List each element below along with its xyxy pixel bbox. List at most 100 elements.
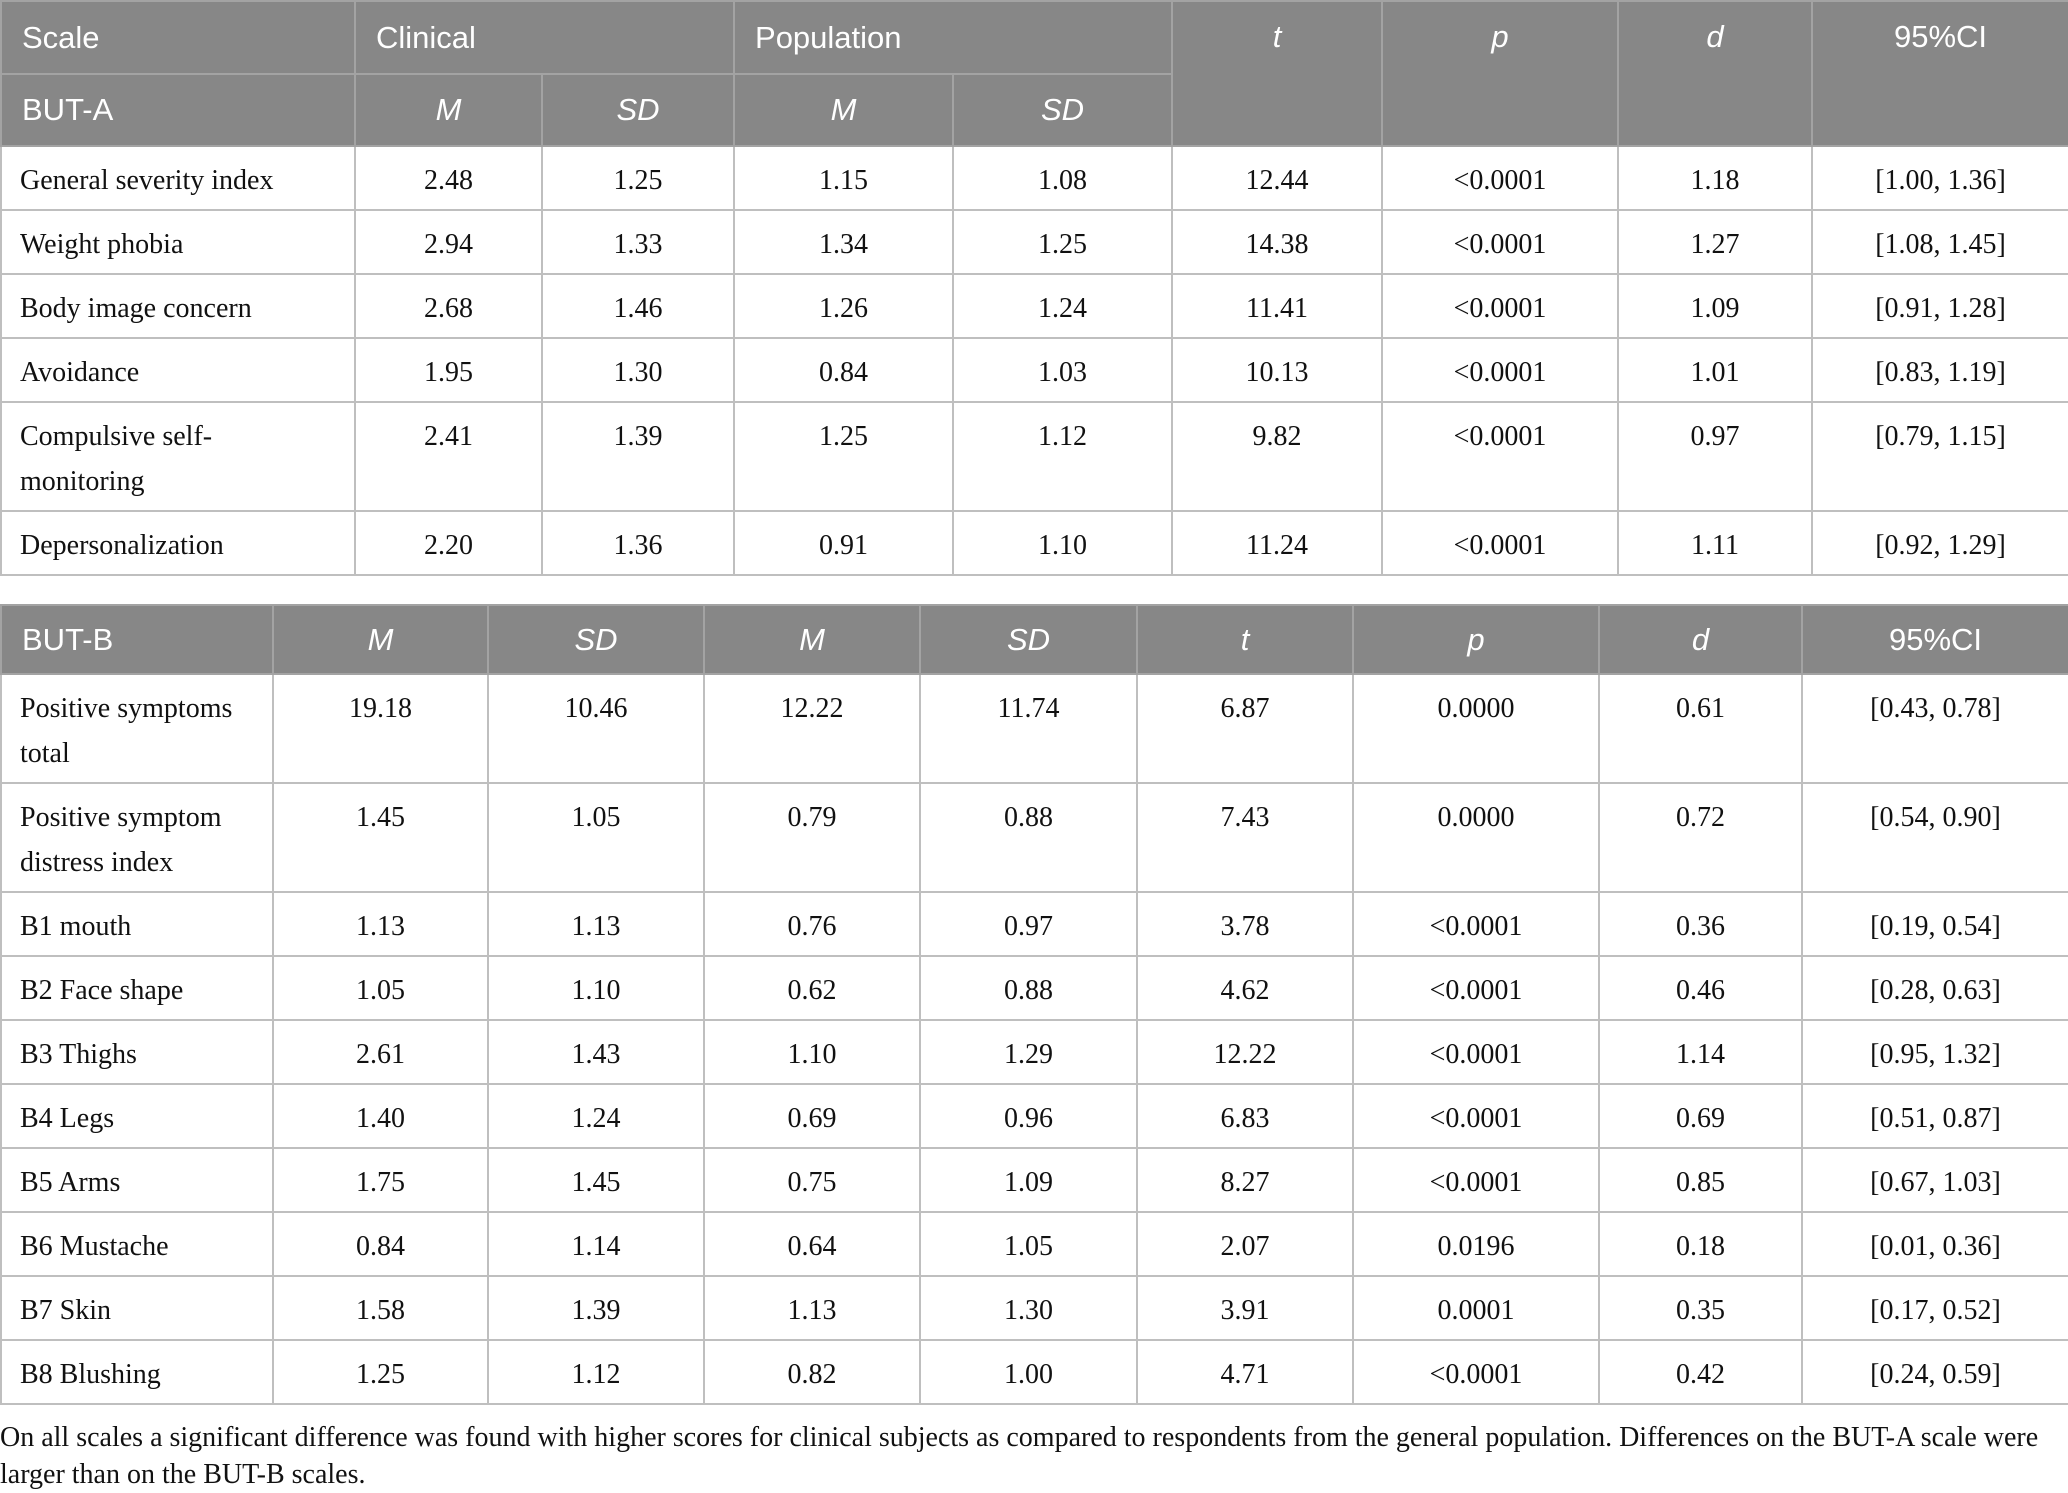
row-label: Body image concern xyxy=(0,273,356,339)
cell-ci: [0.95, 1.32] xyxy=(1801,1019,2068,1085)
cell-population_m: 1.15 xyxy=(733,145,955,211)
cell-population_sd: 1.03 xyxy=(952,337,1174,403)
cell-clinical_m: 2.48 xyxy=(354,145,543,211)
cell-clinical_sd: 1.43 xyxy=(487,1019,705,1085)
column-header-population-sd: SD xyxy=(919,604,1138,675)
column-header-t: t xyxy=(1136,604,1354,675)
row-label: Positive symptom distress index xyxy=(0,782,274,893)
row-label: General severity index xyxy=(0,145,356,211)
cell-clinical_m: 2.61 xyxy=(272,1019,489,1085)
cell-population_m: 0.62 xyxy=(703,955,921,1021)
cell-population_m: 0.82 xyxy=(703,1339,921,1405)
row-label: B1 mouth xyxy=(0,891,274,957)
cell-clinical_sd: 1.24 xyxy=(487,1083,705,1149)
cell-d: 0.61 xyxy=(1598,673,1803,784)
column-header-d: d xyxy=(1598,604,1803,675)
cell-t: 7.43 xyxy=(1136,782,1354,893)
column-header-but-b: BUT-B xyxy=(0,604,274,675)
cell-t: 8.27 xyxy=(1136,1147,1354,1213)
column-header-population-sd: SD xyxy=(952,73,1174,147)
cell-clinical_m: 2.41 xyxy=(354,401,543,512)
cell-population_m: 0.79 xyxy=(703,782,921,893)
cell-ci: [0.19, 0.54] xyxy=(1801,891,2068,957)
cell-clinical_m: 1.58 xyxy=(272,1275,489,1341)
cell-d: 0.69 xyxy=(1598,1083,1803,1149)
cell-clinical_m: 1.25 xyxy=(272,1339,489,1405)
cell-d: 0.85 xyxy=(1598,1147,1803,1213)
cell-p: <0.0001 xyxy=(1352,891,1600,957)
cell-p: <0.0001 xyxy=(1352,1339,1600,1405)
table-row: B3 Thighs 2.61 1.43 1.10 1.29 12.22 <0.0001 1.1… xyxy=(0,1019,2068,1085)
column-header-d: d xyxy=(1617,0,1814,147)
cell-p: <0.0001 xyxy=(1381,510,1620,576)
table-row: Positive symptom distress index 1.45 1.05 0… xyxy=(0,782,2068,893)
cell-ci: [0.79, 1.15] xyxy=(1811,401,2068,512)
cell-p: <0.0001 xyxy=(1352,1083,1600,1149)
cell-d: 1.01 xyxy=(1617,337,1814,403)
cell-d: 0.35 xyxy=(1598,1275,1803,1341)
cell-ci: [0.54, 0.90] xyxy=(1801,782,2068,893)
column-header-p: p xyxy=(1352,604,1600,675)
cell-clinical_m: 2.94 xyxy=(354,209,543,275)
cell-p: <0.0001 xyxy=(1381,337,1620,403)
cell-ci: [0.17, 0.52] xyxy=(1801,1275,2068,1341)
cell-ci: [0.67, 1.03] xyxy=(1801,1147,2068,1213)
cell-d: 1.14 xyxy=(1598,1019,1803,1085)
cell-population_sd: 0.96 xyxy=(919,1083,1138,1149)
cell-clinical_m: 2.68 xyxy=(354,273,543,339)
cell-d: 0.46 xyxy=(1598,955,1803,1021)
cell-d: 0.18 xyxy=(1598,1211,1803,1277)
cell-population_sd: 1.25 xyxy=(952,209,1174,275)
table-footnote: On all scales a significant difference w… xyxy=(0,1422,2039,1490)
but-b-table: BUT-B M SD M SD t p d 95%CI Positive sym… xyxy=(0,604,2068,1405)
cell-t: 4.62 xyxy=(1136,955,1354,1021)
row-label: B2 Face shape xyxy=(0,955,274,1021)
cell-p: <0.0001 xyxy=(1381,209,1620,275)
table-row: B5 Arms 1.75 1.45 0.75 1.09 8.27 <0.0001 0.85 [0… xyxy=(0,1147,2068,1213)
cell-d: 1.09 xyxy=(1617,273,1814,339)
cell-p: 0.0000 xyxy=(1352,673,1600,784)
cell-ci: [1.08, 1.45] xyxy=(1811,209,2068,275)
cell-population_m: 0.91 xyxy=(733,510,955,576)
cell-d: 0.42 xyxy=(1598,1339,1803,1405)
cell-population_m: 12.22 xyxy=(703,673,921,784)
cell-population_sd: 1.08 xyxy=(952,145,1174,211)
cell-population_sd: 1.10 xyxy=(952,510,1174,576)
row-label: Compulsive self-monitoring xyxy=(0,401,356,512)
cell-population_sd: 1.29 xyxy=(919,1019,1138,1085)
cell-d: 0.36 xyxy=(1598,891,1803,957)
cell-clinical_m: 19.18 xyxy=(272,673,489,784)
cell-ci: [0.24, 0.59] xyxy=(1801,1339,2068,1405)
column-header-clinical-m: M xyxy=(354,73,543,147)
cell-population_m: 0.75 xyxy=(703,1147,921,1213)
table-row: B4 Legs 1.40 1.24 0.69 0.96 6.83 <0.0001 0.69 [0… xyxy=(0,1083,2068,1149)
cell-clinical_sd: 1.30 xyxy=(540,337,736,403)
cell-p: <0.0001 xyxy=(1381,401,1620,512)
cell-clinical_m: 1.45 xyxy=(272,782,489,893)
cell-ci: [0.01, 0.36] xyxy=(1801,1211,2068,1277)
column-header-clinical-m: M xyxy=(272,604,489,675)
cell-t: 3.91 xyxy=(1136,1275,1354,1341)
cell-population_sd: 1.12 xyxy=(952,401,1174,512)
cell-clinical_m: 0.84 xyxy=(272,1211,489,1277)
cell-t: 3.78 xyxy=(1136,891,1354,957)
column-header-ci: 95%CI xyxy=(1801,604,2068,675)
column-header-clinical-sd: SD xyxy=(540,73,736,147)
row-label: B4 Legs xyxy=(0,1083,274,1149)
cell-p: <0.0001 xyxy=(1352,1019,1600,1085)
cell-population_m: 0.69 xyxy=(703,1083,921,1149)
table-row: B2 Face shape 1.05 1.10 0.62 0.88 4.62 <0.0001… xyxy=(0,955,2068,1021)
cell-t: 12.22 xyxy=(1136,1019,1354,1085)
cell-t: 4.71 xyxy=(1136,1339,1354,1405)
row-label: Avoidance xyxy=(0,337,356,403)
cell-t: 11.41 xyxy=(1171,273,1384,339)
cell-clinical_sd: 1.13 xyxy=(487,891,705,957)
row-label: B6 Mustache xyxy=(0,1211,274,1277)
cell-population_sd: 0.88 xyxy=(919,782,1138,893)
cell-t: 10.13 xyxy=(1171,337,1384,403)
column-group-clinical: Clinical xyxy=(353,0,736,75)
cell-t: 9.82 xyxy=(1171,401,1384,512)
row-label: Weight phobia xyxy=(0,209,356,275)
cell-t: 6.83 xyxy=(1136,1083,1354,1149)
row-label: Positive symptoms total xyxy=(0,673,274,784)
